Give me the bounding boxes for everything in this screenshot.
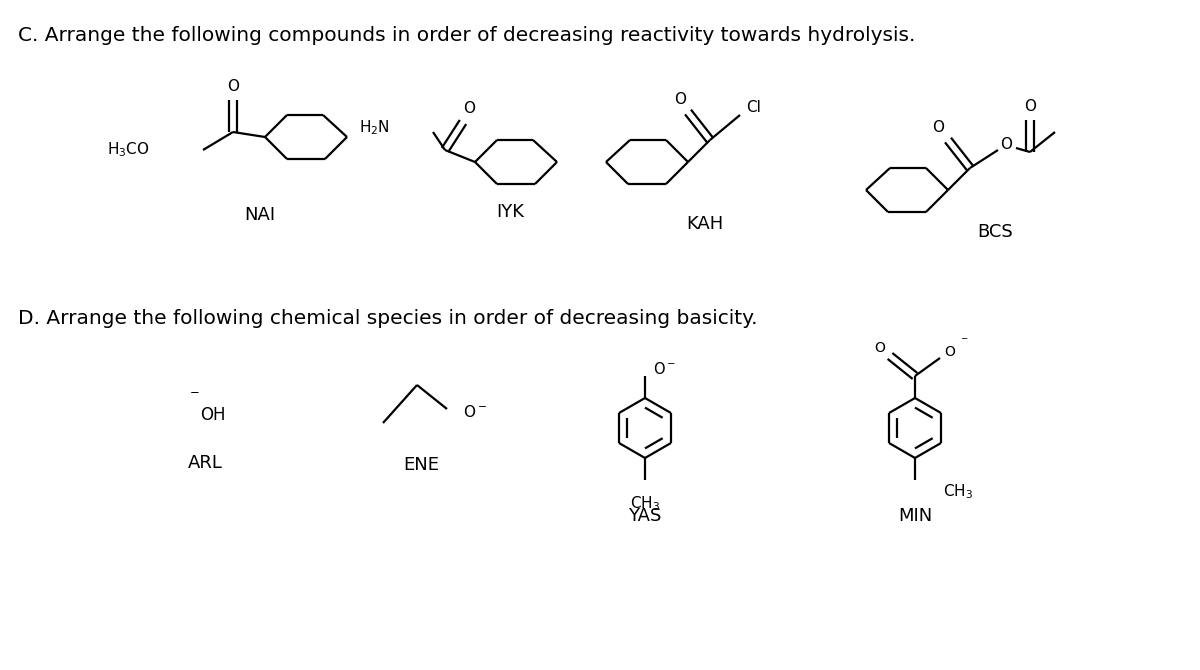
Text: O: O xyxy=(1024,98,1036,113)
Text: D. Arrange the following chemical species in order of decreasing basicity.: D. Arrange the following chemical specie… xyxy=(18,308,757,328)
Text: CH$_3$: CH$_3$ xyxy=(630,494,660,513)
Text: ARL: ARL xyxy=(187,454,222,472)
Text: O: O xyxy=(1000,137,1012,151)
Text: YAS: YAS xyxy=(629,507,661,525)
Text: IYK: IYK xyxy=(496,203,524,221)
Text: BCS: BCS xyxy=(977,223,1013,241)
Text: O: O xyxy=(463,100,475,115)
Text: $^-$: $^-$ xyxy=(959,336,970,348)
Text: O: O xyxy=(227,78,239,94)
Text: OH: OH xyxy=(200,406,226,424)
Text: NAI: NAI xyxy=(245,206,276,224)
Text: Cl: Cl xyxy=(746,100,762,115)
Text: MIN: MIN xyxy=(898,507,932,525)
Text: O: O xyxy=(674,92,686,107)
Text: O: O xyxy=(944,345,955,359)
Text: O$^-$: O$^-$ xyxy=(653,361,676,377)
Text: H$_2$N: H$_2$N xyxy=(359,119,390,137)
Text: O$^-$: O$^-$ xyxy=(463,404,487,420)
Text: O: O xyxy=(932,119,944,135)
Text: $^-$: $^-$ xyxy=(186,388,199,406)
Text: KAH: KAH xyxy=(686,215,724,233)
Text: H$_3$CO: H$_3$CO xyxy=(107,141,150,159)
Text: O: O xyxy=(875,341,886,355)
Text: ENE: ENE xyxy=(403,456,439,474)
Text: CH$_3$: CH$_3$ xyxy=(943,482,973,501)
Text: C. Arrange the following compounds in order of decreasing reactivity towards hyd: C. Arrange the following compounds in or… xyxy=(18,25,916,44)
